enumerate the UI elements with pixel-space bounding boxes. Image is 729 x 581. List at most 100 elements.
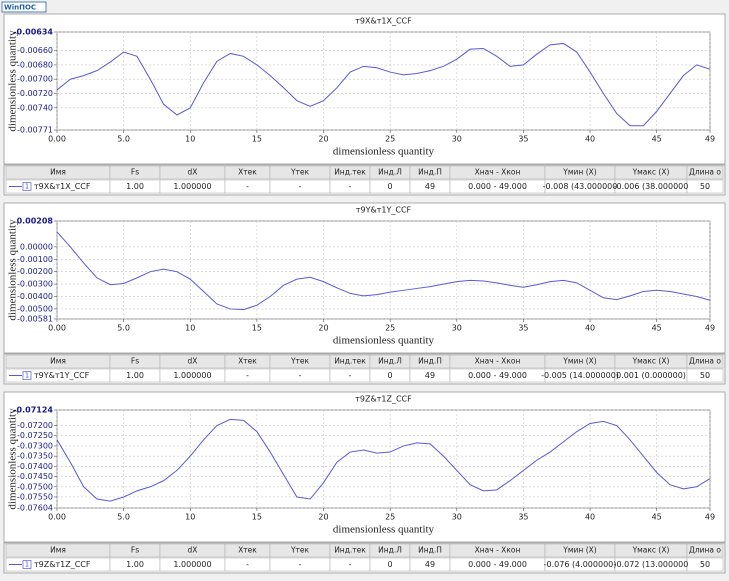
y-tick-label: -0.07250: [17, 431, 53, 440]
cell-value: -0.005 (14.000000): [541, 371, 619, 380]
data-line: [56, 42, 711, 127]
cell-value: -: [299, 182, 302, 191]
y-tick-label: -0.00660: [17, 46, 53, 55]
x-tick-label: 40: [585, 135, 595, 144]
cell-value: 1.000000: [173, 371, 211, 380]
cell-value: 1.00: [126, 182, 144, 191]
x-tick-label: 35: [518, 513, 528, 522]
x-tick-label: 40: [585, 513, 595, 522]
column-header: Xтек: [238, 357, 257, 366]
cell-value: -: [349, 371, 352, 380]
column-header: Yмин (X): [562, 546, 596, 555]
y-tick-label: -0.00720: [17, 89, 53, 98]
cell-value: -: [246, 371, 249, 380]
y-tick-label: -0.00581: [17, 315, 53, 324]
x-tick-label: 20: [318, 135, 328, 144]
logo-box: [1, 1, 47, 13]
column-header: Yтек: [290, 168, 310, 177]
x-axis-label: dimensionless quantity: [333, 524, 435, 536]
column-header: Yтек: [290, 546, 310, 555]
x-tick-label: 0.00: [48, 324, 66, 333]
legend-box: [22, 371, 32, 380]
column-header: Инд.тек: [334, 546, 366, 555]
y-tick-label: 0.00208: [17, 217, 54, 226]
x-tick-label: 49: [705, 324, 715, 333]
column-header: Xнач - Xкон: [475, 168, 521, 177]
cell-value: 0: [387, 560, 392, 569]
cell-value: -: [349, 182, 352, 191]
x-tick-label: 20: [318, 324, 328, 333]
x-tick-label: 15: [252, 324, 262, 333]
column-header: Fs: [131, 546, 139, 555]
x-tick-label: 10: [185, 324, 195, 333]
chart-title: т9Z&т1Z_CCF: [355, 395, 412, 404]
column-header: Инд.Л: [378, 168, 402, 177]
y-axis-label: dimensionless quantity: [7, 219, 19, 321]
x-tick-label: 0.00: [48, 513, 66, 522]
x-tick-label: 30: [452, 513, 462, 522]
x-tick-label: 49: [705, 135, 715, 144]
column-header: Длина о: [689, 546, 721, 555]
header-cell: [686, 165, 724, 180]
cell-value: -: [349, 560, 352, 569]
header-cell: [686, 543, 724, 558]
y-tick-label: -0.07124: [13, 406, 53, 415]
row-cell: [686, 179, 724, 194]
column-header: Yмакс (X): [632, 168, 670, 177]
y-tick-label: -0.07300: [17, 441, 53, 450]
data-line: [56, 231, 711, 311]
row-cell: [686, 368, 724, 383]
legend-name: т9Y&т1Y_CCF: [34, 371, 90, 380]
column-header: Yмакс (X): [632, 357, 670, 366]
column-header: Yмин (X): [562, 357, 596, 366]
app-logo: WinПОС: [4, 4, 36, 12]
x-tick-label: 0.00: [48, 135, 66, 144]
x-tick-label: 10: [185, 135, 195, 144]
x-tick-label: 40: [585, 324, 595, 333]
x-tick-label: 20: [318, 513, 328, 522]
column-header: Инд.П: [418, 546, 442, 555]
data-line: [56, 418, 711, 502]
cell-value: 0: [387, 182, 392, 191]
cell-value: 49: [425, 371, 435, 380]
legend-box: [22, 182, 32, 191]
column-header: Инд.тек: [334, 168, 366, 177]
cell-value: 1.00: [126, 560, 144, 569]
y-tick-label: -0.00400: [17, 292, 53, 301]
column-header: Инд.П: [418, 357, 442, 366]
column-header: Инд.тек: [334, 357, 366, 366]
cell-value: 1.00: [126, 371, 144, 380]
x-tick-label: 5.0: [117, 324, 130, 333]
plot-area: [56, 220, 711, 320]
cell-value: 1.000000: [173, 560, 211, 569]
y-tick-label: -0.00200: [17, 267, 53, 276]
cell-value: -: [299, 371, 302, 380]
x-tick-label: 35: [518, 324, 528, 333]
legend-name: т9X&т1X_CCF: [34, 182, 91, 191]
column-header: Yтек: [290, 357, 310, 366]
legend-box: [22, 560, 32, 569]
cell-value: -0.006 (38.000000: [614, 182, 689, 191]
y-tick-label: -0.00771: [17, 126, 53, 135]
column-header: Xтек: [238, 168, 257, 177]
cell-value: -: [299, 560, 302, 569]
cell-value: 0.000 - 49.000: [468, 182, 527, 191]
x-tick-label: 30: [452, 324, 462, 333]
plot-area: [56, 31, 711, 131]
cell-value: 50: [700, 560, 710, 569]
plot-area: [56, 409, 711, 509]
y-tick-label: -0.07450: [17, 472, 53, 481]
legend-name: т9Z&т1Z_CCF: [34, 560, 91, 569]
x-tick-label: 49: [705, 513, 715, 522]
cell-value: 0.000 - 49.000: [468, 560, 527, 569]
column-header: Длина о: [689, 168, 721, 177]
y-axis-label: dimensionless quantity: [7, 30, 19, 132]
row-cell: [686, 557, 724, 572]
cell-value: 1.000000: [173, 182, 211, 191]
column-header: dX: [188, 168, 198, 177]
column-header: dX: [188, 357, 198, 366]
column-header: Длина о: [689, 357, 721, 366]
cell-value: -0.072 (13.000000: [614, 560, 689, 569]
column-header: Имя: [50, 357, 66, 366]
